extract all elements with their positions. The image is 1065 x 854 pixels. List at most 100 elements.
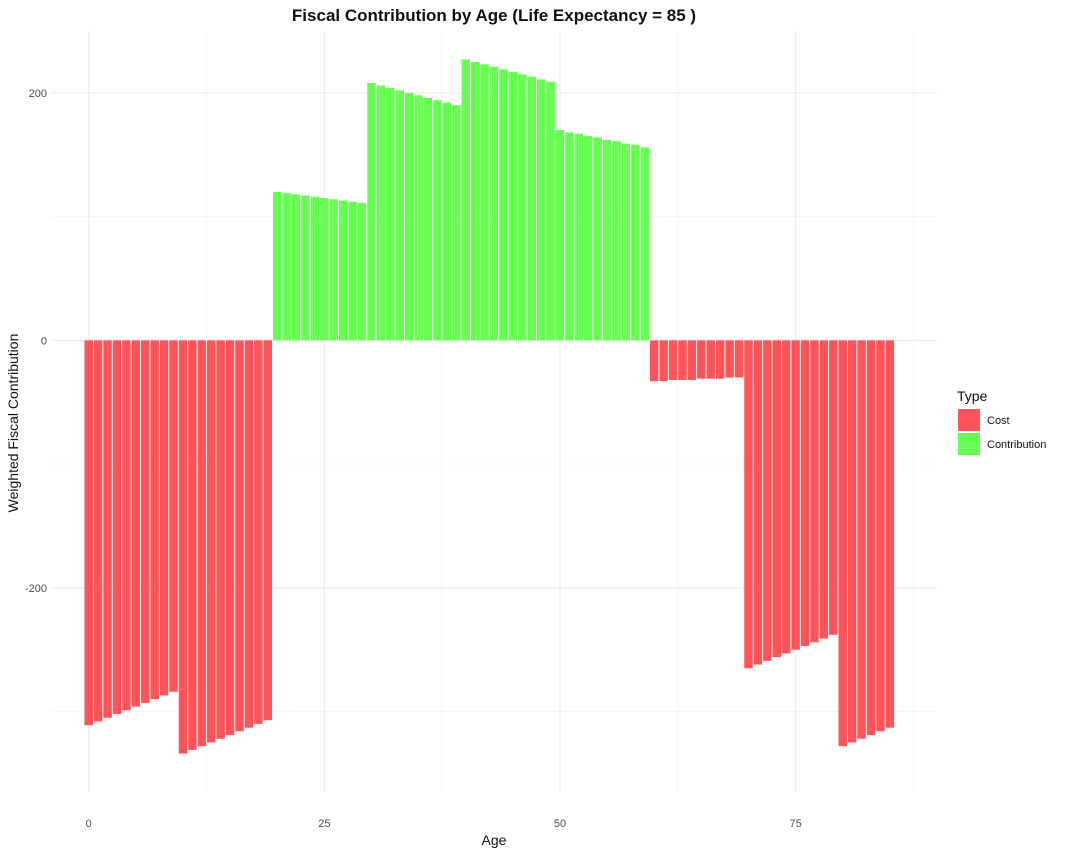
bar-contribution [612, 141, 621, 341]
bar-cost [810, 340, 819, 643]
bar-cost [819, 340, 829, 639]
bar-cost [744, 340, 753, 669]
bar-contribution [357, 203, 367, 341]
bar-contribution [386, 87, 395, 341]
bar-cost [188, 340, 197, 750]
bar-contribution [499, 69, 508, 341]
bar-cost [687, 340, 697, 380]
bar-cost [141, 340, 150, 703]
bar-cost [800, 340, 810, 646]
bar-cost [791, 340, 800, 650]
bar-cost [678, 340, 687, 380]
bar-contribution [452, 105, 461, 341]
bar-contribution [518, 74, 527, 341]
legend-key-contribution [958, 433, 980, 455]
bar-cost [885, 340, 895, 728]
bar-contribution [565, 132, 574, 341]
bar-contribution [414, 95, 423, 341]
bar-cost [84, 340, 93, 726]
bar-cost [649, 340, 659, 382]
bar-contribution [282, 193, 291, 341]
bar-contribution [348, 201, 357, 341]
bar-cost [122, 340, 131, 711]
bar-cost [263, 340, 273, 721]
bar-contribution [310, 196, 320, 341]
x-tick-label: 75 [789, 818, 801, 830]
bar-cost [131, 340, 141, 707]
legend-key-cost [958, 409, 980, 431]
bar-contribution [527, 76, 536, 341]
bar-cost [93, 340, 103, 722]
bar-contribution [404, 92, 414, 341]
bar-cost [169, 340, 178, 692]
bar-cost [159, 340, 169, 696]
bar-cost [781, 340, 791, 654]
y-tick-label: 200 [29, 88, 47, 100]
bar-contribution [395, 90, 404, 341]
x-tick-label: 25 [318, 818, 330, 830]
bar-contribution [593, 137, 602, 341]
bar-cost [216, 340, 225, 739]
bar-cost [763, 340, 772, 661]
bar-contribution [272, 191, 282, 341]
bar-contribution [423, 97, 433, 341]
bar-cost [838, 340, 847, 747]
bar-contribution [433, 100, 442, 341]
bar-cost [829, 340, 838, 635]
bar-contribution [291, 194, 301, 341]
bar-cost [857, 340, 866, 739]
x-axis-title: Age [482, 832, 507, 848]
bar-cost [847, 340, 857, 743]
x-axis-ticks: 0 25 50 75 [86, 818, 802, 830]
bar-cost [866, 340, 876, 736]
legend-label-contribution: Contribution [987, 439, 1046, 451]
bar-contribution [621, 143, 631, 341]
bar-cost [206, 340, 216, 743]
bar-contribution [574, 133, 584, 341]
bar-cost [697, 340, 706, 379]
bar-cost [734, 340, 744, 378]
legend-label-cost: Cost [987, 415, 1010, 427]
bar-cost [753, 340, 763, 665]
y-tick-label: 0 [41, 335, 47, 347]
bar-cost [235, 340, 244, 732]
bar-cost [659, 340, 668, 382]
bar-series [84, 59, 895, 754]
bar-contribution [546, 81, 555, 341]
bar-contribution [480, 64, 489, 341]
bar-cost [225, 340, 235, 736]
bar-contribution [555, 129, 565, 341]
bar-contribution [367, 82, 376, 341]
chart-title: Fiscal Contribution by Age (Life Expecta… [292, 6, 696, 25]
bar-cost [244, 340, 254, 728]
bar-cost [178, 340, 188, 754]
bar-contribution [536, 79, 546, 341]
bar-contribution [329, 199, 338, 341]
bar-contribution [461, 59, 470, 341]
bar-cost [725, 340, 734, 378]
bar-contribution [631, 144, 640, 341]
bar-cost [668, 340, 678, 380]
bar-contribution [602, 139, 612, 341]
bar-contribution [640, 147, 650, 341]
y-axis-ticks: -200 0 200 [25, 88, 47, 595]
bar-cost [254, 340, 263, 724]
bar-cost [150, 340, 159, 700]
bar-cost [112, 340, 122, 715]
legend: Type Cost Contribution [957, 388, 1046, 455]
bar-cost [772, 340, 781, 658]
bar-contribution [301, 195, 310, 341]
bar-contribution [508, 71, 518, 341]
bar-contribution [376, 85, 386, 341]
bar-cost [197, 340, 207, 747]
bar-contribution [470, 61, 480, 341]
y-tick-label: -200 [25, 583, 47, 595]
bar-contribution [338, 200, 348, 341]
bar-cost [706, 340, 716, 379]
y-axis-title: Weighted Fiscal Contribution [5, 334, 21, 513]
legend-title: Type [957, 388, 988, 404]
bar-contribution [442, 102, 452, 341]
bar-contribution [320, 198, 329, 341]
bar-cost [876, 340, 885, 732]
